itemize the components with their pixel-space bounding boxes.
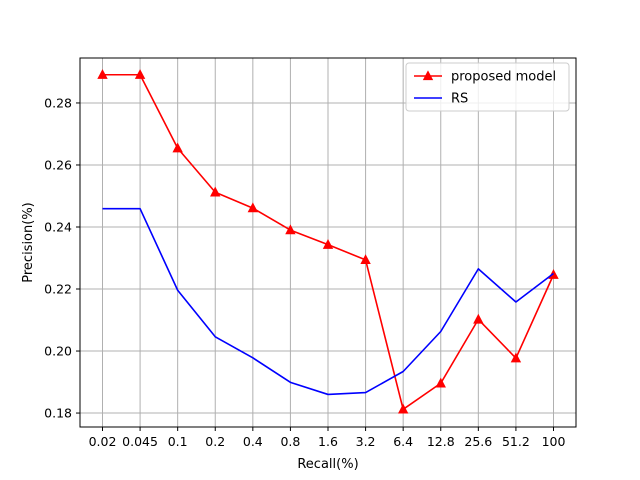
legend-marker bbox=[422, 70, 434, 81]
series-rs bbox=[102, 207, 554, 396]
legend-item: RS bbox=[414, 92, 468, 107]
legend-box bbox=[405, 62, 570, 112]
data-point-marker bbox=[210, 186, 221, 197]
y-tick-label: 0.24 bbox=[44, 219, 72, 234]
grid bbox=[80, 58, 576, 427]
x-tick-label: 12.8 bbox=[427, 434, 455, 449]
legend: proposed model RS bbox=[405, 62, 570, 112]
y-axis-ticks: 0.18 0.20 0.22 0.24 0.26 0.28 bbox=[44, 95, 80, 421]
data-point-marker bbox=[473, 313, 484, 324]
x-tick-label: 25.6 bbox=[464, 434, 492, 449]
data-point-marker bbox=[322, 238, 334, 249]
series-proposed-model bbox=[97, 69, 559, 414]
data-point-marker bbox=[247, 202, 259, 213]
data-point-marker bbox=[97, 69, 108, 79]
x-tick-label: 0.8 bbox=[280, 434, 300, 449]
data-point-marker bbox=[360, 254, 371, 265]
y-tick-label: 0.22 bbox=[44, 282, 72, 297]
data-point-marker bbox=[397, 403, 409, 414]
data-point-marker bbox=[134, 69, 146, 79]
x-tick-label: 3.2 bbox=[356, 434, 376, 449]
legend-item: proposed model bbox=[414, 70, 556, 85]
y-tick-label: 0.20 bbox=[44, 344, 72, 359]
x-tick-label: 100 bbox=[542, 434, 566, 449]
y-tick-label: 0.28 bbox=[44, 95, 72, 110]
series-line bbox=[102, 207, 554, 396]
x-tick-label: 0.02 bbox=[89, 434, 117, 449]
x-tick-label: 0.045 bbox=[122, 434, 158, 449]
legend-label: RS bbox=[451, 92, 468, 107]
x-axis-ticks: 0.02 0.045 0.1 0.2 0.4 0.8 1.6 3.2 6.4 12.8 25.6 51… bbox=[89, 427, 566, 449]
data-point-marker bbox=[435, 377, 446, 388]
x-tick-label: 0.4 bbox=[243, 434, 263, 449]
y-tick-label: 0.26 bbox=[44, 157, 72, 172]
x-tick-label: 51.2 bbox=[502, 434, 530, 449]
series-layer bbox=[97, 69, 559, 414]
x-axis-label: Recall(%) bbox=[297, 457, 358, 472]
data-point-marker bbox=[510, 352, 522, 363]
data-point-marker bbox=[172, 142, 183, 153]
y-axis-label: Precision(%) bbox=[21, 202, 36, 283]
x-tick-label: 1.6 bbox=[318, 434, 338, 449]
x-tick-label: 6.4 bbox=[393, 434, 413, 449]
x-tick-label: 0.2 bbox=[205, 434, 225, 449]
legend-label: proposed model bbox=[451, 70, 556, 85]
data-point-marker bbox=[285, 224, 296, 235]
y-tick-label: 0.18 bbox=[44, 406, 72, 421]
x-tick-label: 0.1 bbox=[168, 434, 188, 449]
